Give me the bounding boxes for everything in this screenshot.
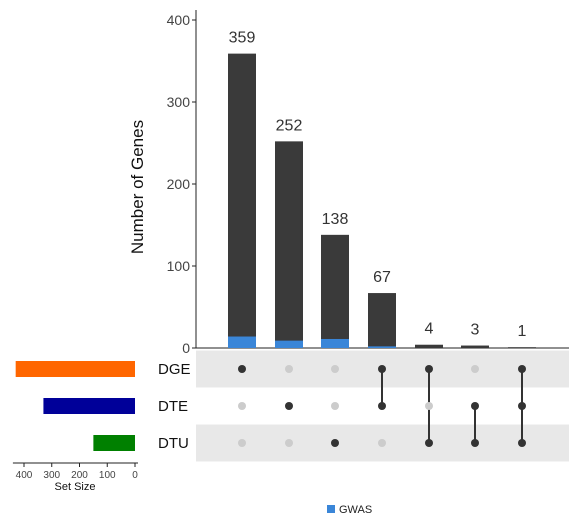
matrix-dot-inactive [285,365,293,373]
legend: GWAS [327,504,372,516]
y-axis-title-group: Number of Genes [128,120,147,254]
set-name-label: DTE [158,398,188,415]
intersection-bars: 359 252 138 67 4 3 1 [228,30,536,349]
matrix-dot-inactive [425,402,433,410]
y-axis-title: Number of Genes [128,120,147,254]
set-size-tick-label: 300 [43,470,60,481]
set-size-bar [93,435,135,451]
set-size-tick-label: 100 [99,470,116,481]
set-size-bar [15,361,135,377]
intersection-bar [415,344,443,348]
y-tick-label: 100 [167,258,191,274]
gwas-bar-segment [368,346,396,348]
matrix-dot-inactive [331,365,339,373]
matrix-dot-inactive [331,402,339,410]
bar-value-label: 1 [518,323,527,340]
y-axis: 0 100 200 300 400 [167,10,569,356]
bar-value-label: 359 [229,30,256,47]
gwas-bar-segment [275,340,303,348]
gwas-bar-segment [228,336,256,348]
y-tick-label: 400 [167,12,191,28]
y-tick-label: 300 [167,94,191,110]
matrix-dot-active [471,439,479,447]
bar-value-label: 252 [276,117,303,134]
bar-value-label: 3 [471,322,480,339]
matrix-dot-active [378,402,386,410]
legend-label-gwas: GWAS [339,504,372,516]
set-size-tick-label: 0 [132,470,138,481]
set-size-panel: 400 300 200 100 0 Set Size [12,361,138,493]
matrix-dot-active [425,439,433,447]
set-name-label: DGE [158,361,191,378]
matrix-dot-active [285,402,293,410]
intersection-bar [508,347,536,348]
y-tick-label: 0 [182,340,190,356]
matrix-dot-inactive [471,365,479,373]
intersection-bar [368,293,396,348]
matrix-dot-active [378,365,386,373]
set-size-tick-label: 400 [16,470,33,481]
intersection-bar [275,141,303,348]
matrix-dot-inactive [238,439,246,447]
matrix-dot-active [238,365,246,373]
matrix-dot-active [518,439,526,447]
intersection-bar [461,345,489,348]
matrix-dot-inactive [378,439,386,447]
matrix-dot-active [425,365,433,373]
matrix-dot-active [518,365,526,373]
y-tick-label: 200 [167,176,191,192]
set-size-tick-label: 200 [71,470,88,481]
set-names: DGE DTE DTU [158,361,191,452]
bar-value-label: 138 [322,211,349,228]
set-size-axis-title: Set Size [55,481,96,493]
matrix-dot-active [331,439,339,447]
matrix-dot-inactive [238,402,246,410]
set-name-label: DTU [158,435,189,452]
bar-value-label: 4 [425,321,434,338]
matrix-dot-inactive [285,439,293,447]
legend-swatch-gwas [327,505,335,513]
matrix-dot-active [471,402,479,410]
gwas-bar-segment [321,338,349,348]
intersection-bar [228,53,256,349]
intersection-matrix [238,365,526,447]
bar-value-label: 67 [373,269,391,286]
set-size-bar [43,398,135,414]
intersection-bar [321,234,349,348]
matrix-dot-active [518,402,526,410]
